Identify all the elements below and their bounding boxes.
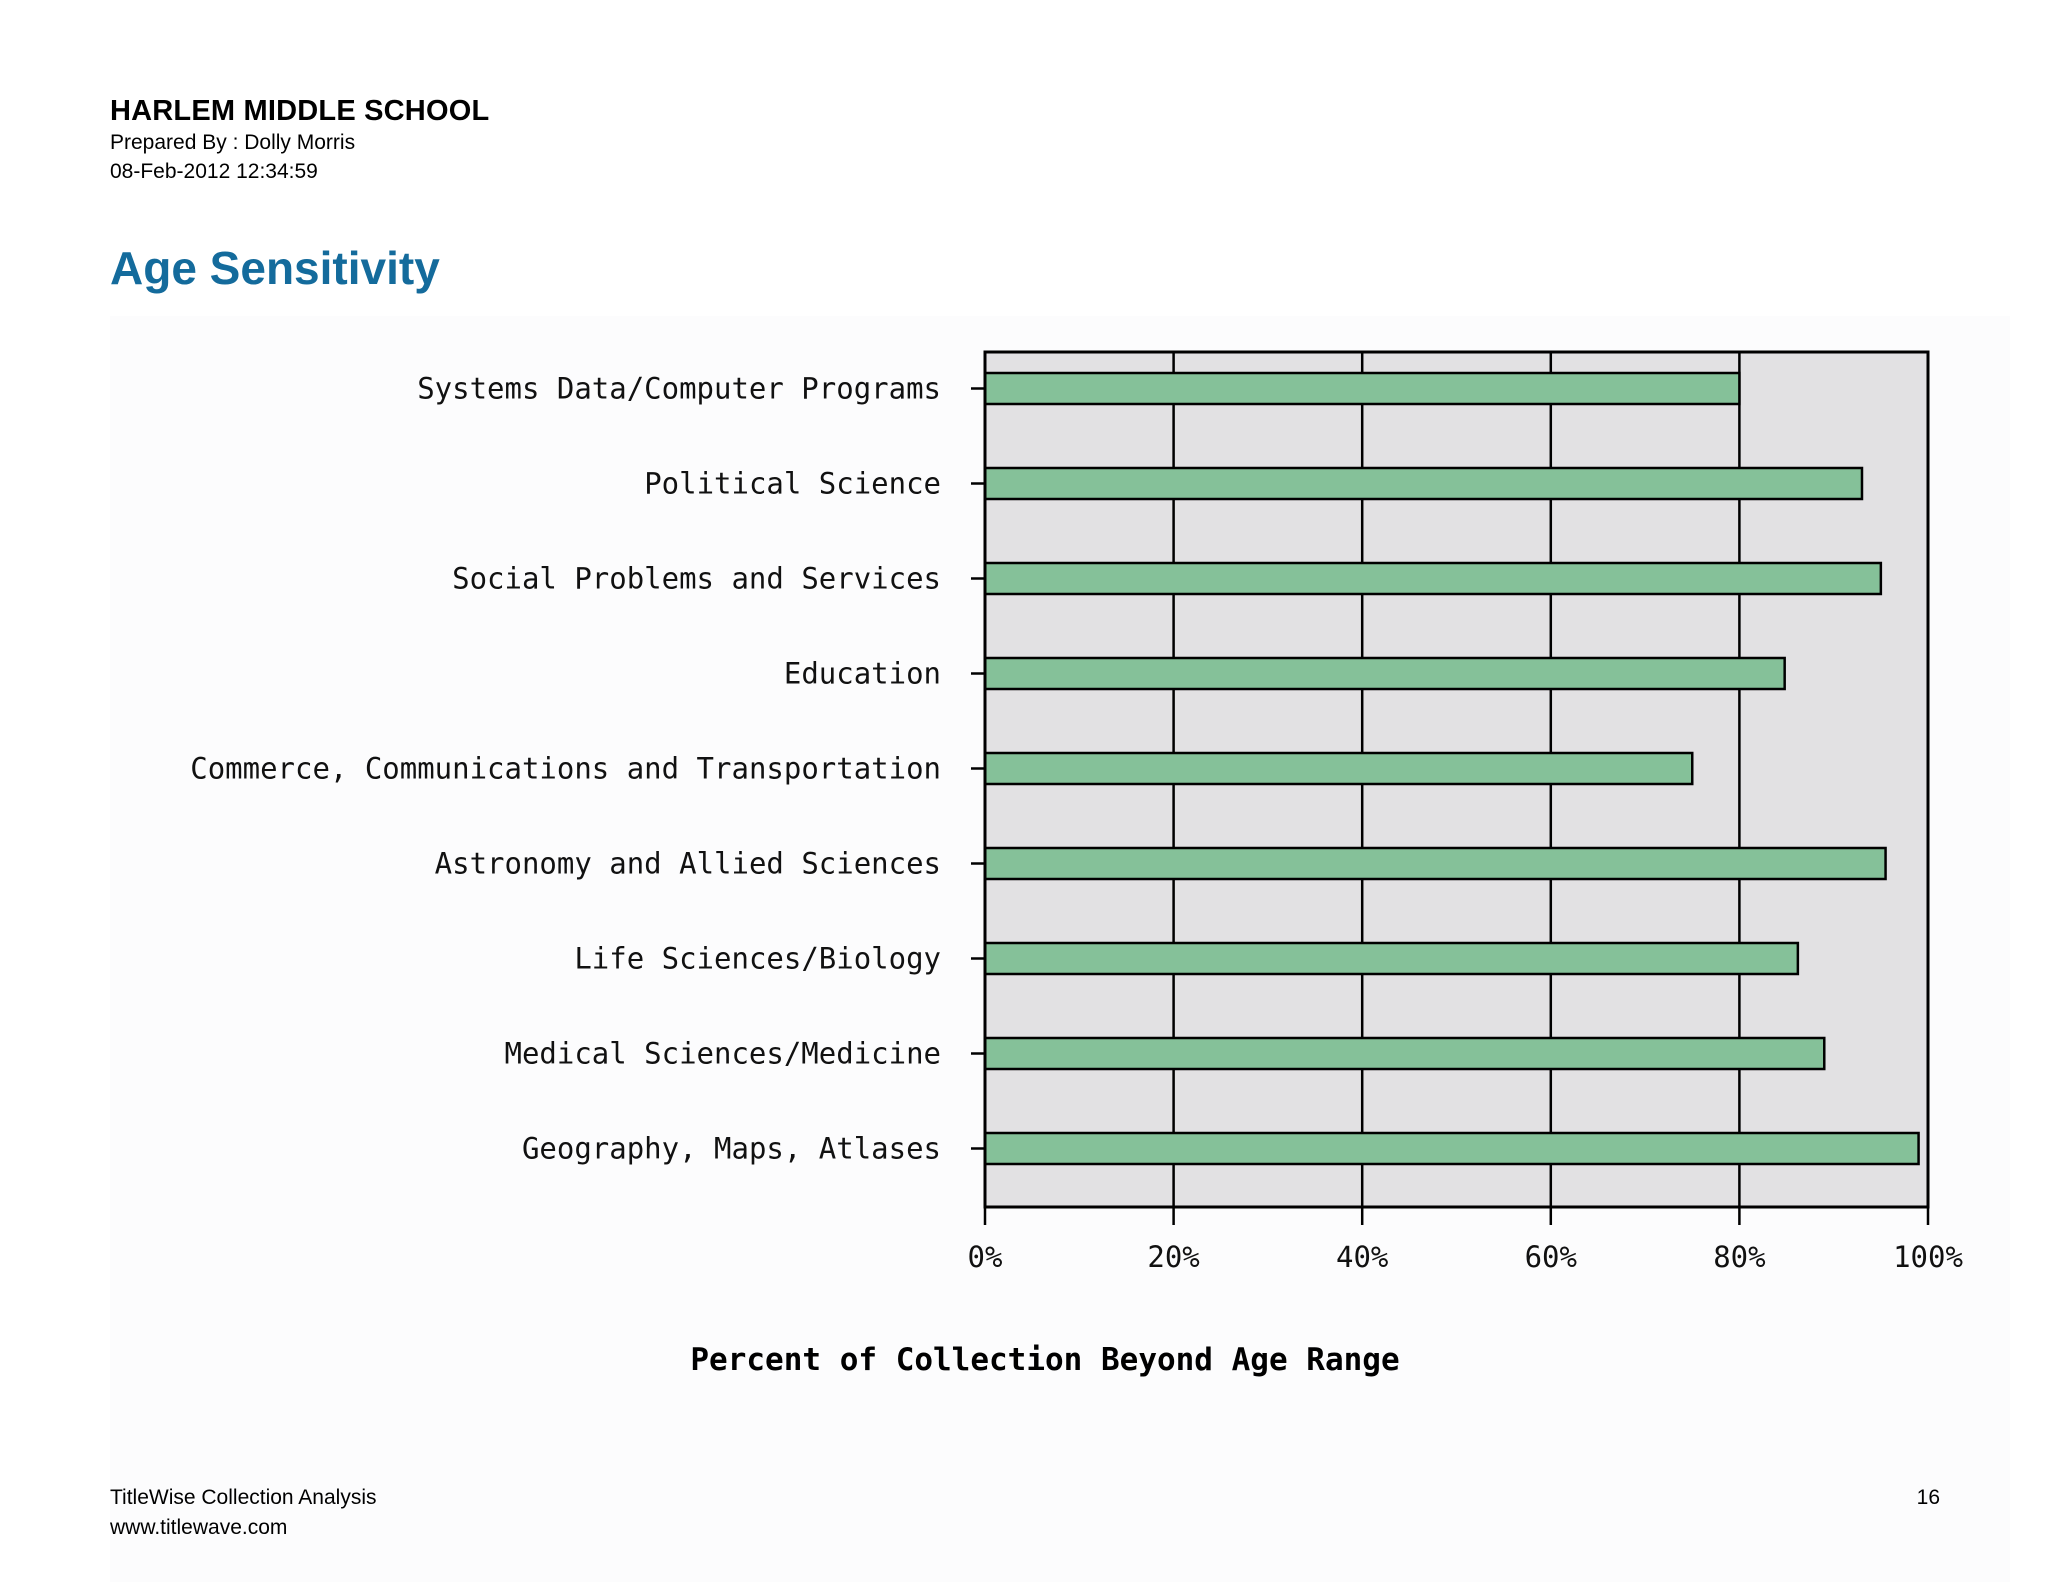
category-label: Medical Sciences/Medicine xyxy=(505,1037,942,1071)
prepared-by: Prepared By : Dolly Morris xyxy=(110,131,356,154)
category-label: Education xyxy=(784,657,941,691)
bar xyxy=(983,466,1864,501)
x-tick-label: 80% xyxy=(1713,1240,1765,1274)
chart-panel: Systems Data/Computer Programs Political … xyxy=(110,316,2010,1582)
y-axis: Systems Data/Computer Programs Political … xyxy=(190,372,985,1166)
school-name: HARLEM MIDDLE SCHOOL xyxy=(110,95,490,127)
footer-url: www.titlewave.com xyxy=(110,1516,288,1539)
plot-border xyxy=(983,350,1930,1209)
category-label: Geography, Maps, Atlases xyxy=(522,1132,941,1166)
bar-chart: Systems Data/Computer Programs Political … xyxy=(190,350,1963,1378)
bar xyxy=(983,561,1883,596)
bar xyxy=(983,371,1741,406)
category-label: Life Sciences/Biology xyxy=(574,942,941,976)
bar xyxy=(983,656,1786,691)
category-label: Political Science xyxy=(644,467,941,501)
x-tick-label: 40% xyxy=(1336,1240,1388,1274)
category-label: Astronomy and Allied Sciences xyxy=(435,847,941,881)
footer: TitleWise Collection Analysis www.titlew… xyxy=(110,1483,376,1543)
x-axis: 0% 20% 40% 60% 80% 100% xyxy=(968,1207,1963,1274)
bar xyxy=(983,941,1800,976)
bar xyxy=(983,1131,1920,1166)
bar xyxy=(983,1036,1826,1071)
category-label: Commerce, Communications and Transportat… xyxy=(190,752,941,786)
x-tick-label: 100% xyxy=(1893,1240,1963,1274)
report-timestamp: 08-Feb-2012 12:34:59 xyxy=(110,160,318,183)
bars xyxy=(983,371,1920,1166)
page-title: Age Sensitivity xyxy=(110,242,440,294)
x-tick-label: 60% xyxy=(1525,1240,1577,1274)
footer-product: TitleWise Collection Analysis xyxy=(110,1486,377,1509)
x-axis-title: Percent of Collection Beyond Age Range xyxy=(690,1342,1399,1378)
page-number: 16 xyxy=(1916,1486,1940,1509)
category-label: Social Problems and Services xyxy=(452,562,941,596)
x-tick-label: 20% xyxy=(1147,1240,1199,1274)
bar xyxy=(983,751,1694,786)
bar xyxy=(983,846,1887,881)
category-label: Systems Data/Computer Programs xyxy=(417,372,941,406)
report-header: HARLEM MIDDLE SCHOOL Prepared By : Dolly… xyxy=(110,94,489,186)
x-tick-label: 0% xyxy=(968,1240,1003,1274)
